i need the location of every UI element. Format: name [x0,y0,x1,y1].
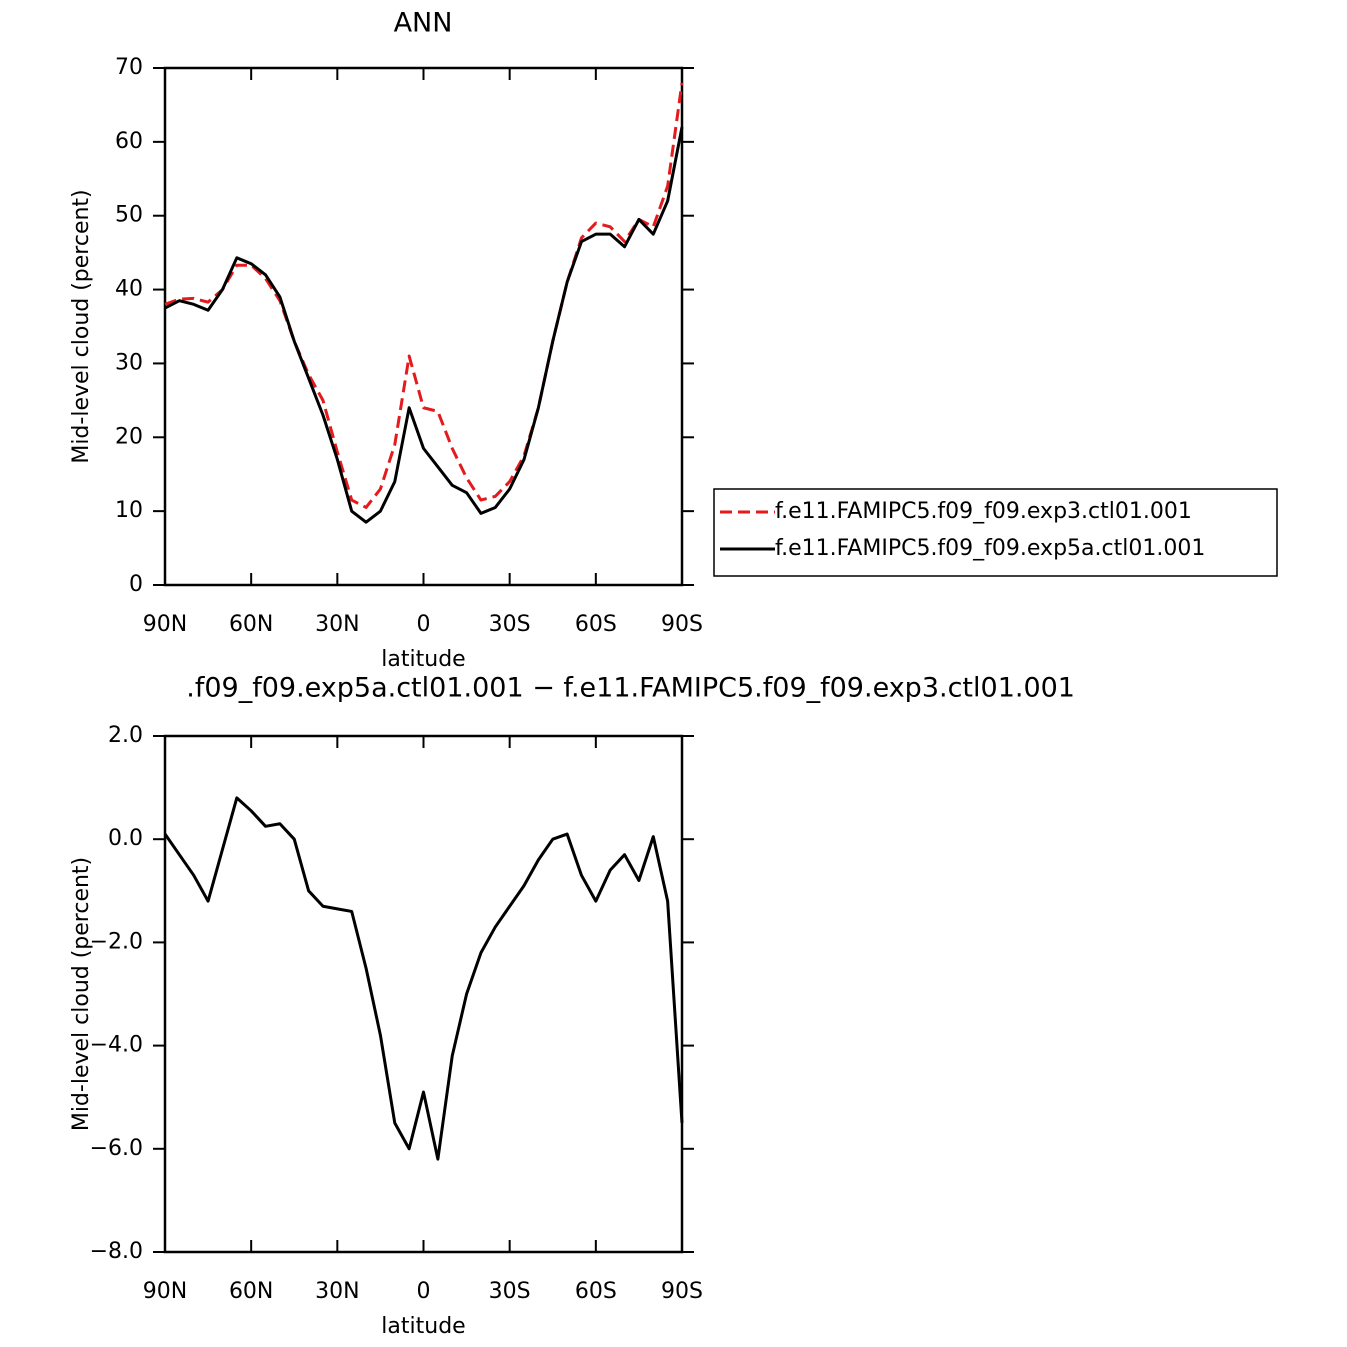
y-tick-label: −6.0 [90,1136,143,1161]
plot-frame [163,66,684,587]
legend-label: f.e11.FAMIPC5.f09_f09.exp3.ctl01.001 [775,499,1192,524]
plot-frame [163,734,684,1254]
y-tick-label: 2.0 [108,723,143,748]
x-tick-label: 30S [489,1279,531,1304]
y-tick-label: 0.0 [108,826,143,851]
y-tick-label: 10 [115,498,143,523]
data-line [163,796,684,1161]
x-tick-label: 60N [229,612,273,637]
y-axis-label: Mid-level cloud (percent) [69,857,94,1131]
x-tick-label: 60N [229,1279,273,1304]
y-axis-label: Mid-level cloud (percent) [69,189,94,463]
x-tick-label: 30N [315,1279,359,1304]
x-tick-label: 30N [315,612,359,637]
y-tick-label: −4.0 [90,1033,143,1058]
y-tick-label: 60 [115,129,143,154]
x-tick-label: 0 [417,1279,431,1304]
x-tick-label: 60S [575,612,617,637]
legend-box [713,488,1278,577]
x-tick-label: 60S [575,1279,617,1304]
y-tick-label: 50 [115,203,143,228]
y-tick-label: −2.0 [90,929,143,954]
y-tick-label: −8.0 [90,1239,143,1264]
x-tick-label: 90N [143,1279,187,1304]
y-tick-label: 20 [115,424,143,449]
x-tick-label: 0 [417,612,431,637]
y-tick-label: 70 [115,55,143,80]
chart-title: ANN [394,8,453,39]
x-tick-label: 90N [143,612,187,637]
legend-label: f.e11.FAMIPC5.f09_f09.exp5a.ctl01.001 [775,536,1205,561]
x-axis-label: latitude [381,647,465,672]
chart-title: .f09_f09.exp5a.ctl01.001 − f.e11.FAMIPC5… [186,673,1075,704]
x-tick-label: 30S [489,612,531,637]
x-tick-label: 90S [661,612,703,637]
y-tick-label: 30 [115,350,143,375]
y-tick-label: 0 [129,572,143,597]
data-line [164,126,684,524]
x-axis-label: latitude [381,1314,465,1339]
x-tick-label: 90S [661,1279,703,1304]
data-line [164,82,684,509]
y-tick-label: 40 [115,277,143,302]
